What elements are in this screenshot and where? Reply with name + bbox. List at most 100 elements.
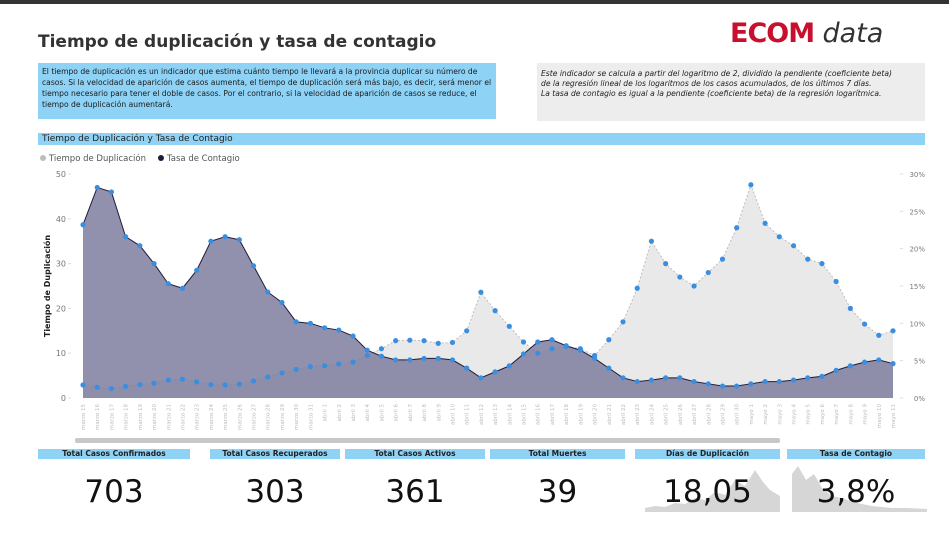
data-point — [321, 363, 328, 369]
info-line: La tasa de contagio es igual a la pendie… — [541, 89, 882, 98]
x-tick-label: abril 29 — [720, 404, 726, 425]
x-tick-label: abril 11 — [465, 404, 471, 425]
data-point — [222, 234, 228, 240]
x-tick-label: marzo 20 — [152, 404, 158, 430]
data-point — [819, 261, 825, 267]
x-tick-label: mayo 8 — [848, 404, 854, 425]
data-point — [293, 366, 299, 372]
data-point — [876, 357, 882, 363]
data-point — [464, 328, 470, 334]
data-point — [151, 261, 157, 267]
x-tick-label: mayo 1 — [749, 404, 755, 425]
y-tick-label: 10 — [56, 349, 66, 358]
x-tick-label: abril 27 — [692, 404, 698, 425]
data-point — [563, 343, 569, 349]
data-point — [336, 327, 342, 333]
kpi-value: 361 — [385, 474, 445, 510]
y-tick-label: 0 — [61, 394, 66, 403]
data-point — [847, 363, 853, 369]
data-point — [535, 339, 541, 345]
data-point — [762, 220, 768, 226]
data-point — [591, 355, 598, 362]
data-point — [577, 347, 583, 353]
data-point — [790, 243, 797, 249]
data-point — [691, 283, 697, 289]
info-box: El tiempo de duplicación es un indicador… — [38, 63, 496, 119]
data-point — [108, 189, 115, 195]
data-point — [307, 364, 313, 370]
legend-marker — [40, 155, 46, 161]
data-point — [762, 378, 768, 385]
data-point — [137, 243, 143, 249]
x-tick-label: marzo 24 — [209, 404, 215, 430]
sparkline — [645, 470, 780, 512]
top-bar — [0, 0, 949, 4]
x-tick-label: marzo 15 — [81, 404, 87, 430]
area-fill — [83, 187, 893, 398]
kpi-value: 3,8% — [816, 474, 896, 510]
data-point — [435, 355, 441, 362]
data-point — [194, 379, 200, 385]
y2-tick-label: 25% — [909, 208, 925, 216]
x-tick-label: abril 14 — [507, 404, 513, 425]
sparkline — [792, 466, 927, 512]
data-point — [776, 234, 782, 240]
data-point — [520, 351, 527, 357]
data-point — [407, 357, 413, 363]
x-tick-label: mayo 3 — [777, 404, 783, 425]
data-point — [80, 382, 86, 388]
data-point — [620, 375, 626, 381]
legend-label: Tiempo de Duplicación — [48, 153, 146, 164]
data-point — [890, 328, 896, 334]
data-point — [861, 359, 868, 365]
data-point — [194, 267, 200, 273]
data-point — [179, 376, 186, 382]
data-point — [790, 377, 797, 383]
data-point — [250, 263, 257, 269]
x-tick-label: mayo 5 — [806, 404, 812, 425]
x-tick-label: abril 20 — [593, 404, 599, 425]
data-point — [478, 375, 484, 381]
data-point — [620, 319, 626, 325]
kpi-value: 703 — [84, 474, 144, 510]
data-point — [94, 184, 100, 191]
kpi-value: 39 — [537, 474, 578, 510]
x-tick-label: marzo 21 — [166, 404, 172, 430]
data-point — [108, 385, 115, 392]
data-point — [378, 346, 385, 352]
x-tick-label: mayo 10 — [877, 404, 883, 429]
x-tick-label: abril 6 — [394, 404, 400, 422]
y-tick-label: 30 — [56, 260, 66, 269]
data-point — [208, 381, 214, 388]
data-point — [208, 238, 214, 244]
data-point — [705, 269, 711, 276]
logo: ECOM data — [730, 18, 883, 49]
data-point — [151, 380, 157, 386]
y2-tick-label: 15% — [909, 283, 925, 291]
x-tick-label: abril 30 — [735, 404, 741, 425]
data-point — [506, 363, 512, 369]
kpi-label: Total Muertes — [490, 449, 625, 459]
x-tick-label: marzo 25 — [223, 404, 229, 430]
data-point — [648, 377, 655, 383]
y-tick-label: 50 — [56, 170, 66, 179]
x-tick-label: mayo 2 — [763, 404, 769, 425]
x-tick-label: marzo 16 — [95, 404, 101, 430]
data-point — [719, 256, 726, 262]
scrollbar[interactable] — [75, 438, 780, 443]
data-point — [890, 361, 896, 367]
data-point — [819, 373, 825, 379]
data-point — [236, 381, 242, 387]
kpi-label: Días de Duplicación — [635, 449, 780, 459]
data-point — [279, 299, 285, 306]
data-point — [549, 337, 555, 343]
x-tick-label: marzo 22 — [180, 404, 186, 430]
data-point — [321, 325, 328, 331]
kpi-value: 303 — [245, 474, 305, 510]
x-tick-label: abril 4 — [365, 404, 371, 422]
x-tick-label: mayo 11 — [891, 404, 897, 428]
chart-title: Tiempo de Duplicación y Tasa de Contagio — [38, 133, 925, 145]
data-point — [364, 347, 370, 353]
x-tick-label: marzo 26 — [237, 404, 243, 430]
